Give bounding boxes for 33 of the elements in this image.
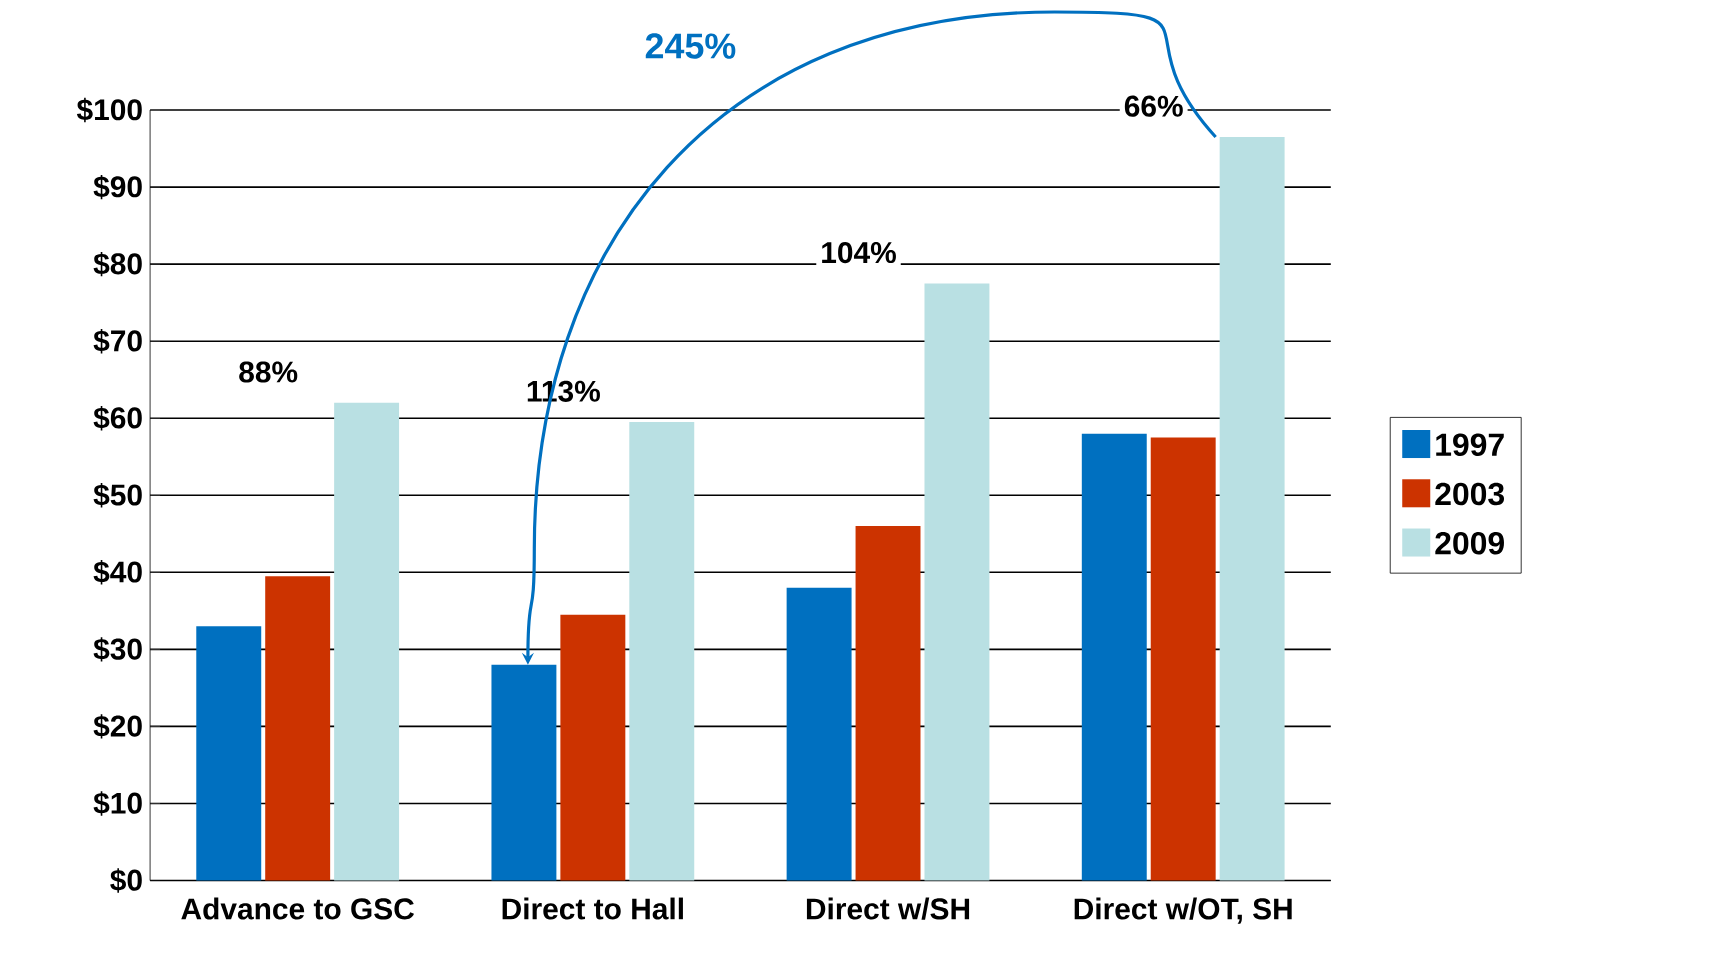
legend-label: 2003 — [1435, 482, 1505, 506]
bar — [855, 526, 921, 881]
y-tick-label: $60 — [93, 406, 142, 431]
bar — [924, 283, 990, 881]
bar — [1081, 433, 1147, 881]
y-tick-label: $90 — [93, 175, 142, 200]
y-tick-label: $30 — [93, 637, 142, 662]
x-tick-label: Direct w/SH — [806, 897, 970, 921]
bar — [334, 403, 400, 881]
annotation: 88% — [239, 361, 298, 383]
bar — [1219, 137, 1285, 881]
y-tick-label: $80 — [93, 252, 142, 277]
bar — [786, 587, 852, 881]
bar — [629, 422, 695, 881]
y-tick-label: $50 — [93, 483, 142, 508]
x-tick-label: Advance to GSC — [181, 897, 414, 920]
bar — [1150, 437, 1216, 881]
annotation: 104% — [822, 242, 896, 264]
legend-label: 1997 — [1436, 433, 1504, 457]
y-tick-label: $100 — [76, 98, 142, 123]
bar — [196, 626, 262, 881]
x-tick-label: Direct to Hall — [502, 897, 683, 920]
legend-label: 2009 — [1435, 532, 1504, 555]
y-tick-label: $10 — [93, 791, 142, 816]
text: 245% — [645, 33, 736, 59]
y-tick-label: $0 — [110, 868, 142, 893]
bar — [560, 614, 626, 881]
bar — [265, 576, 331, 881]
y-tick-label: $70 — [93, 329, 142, 354]
x-tick-label: Direct w/OT, SH — [1074, 897, 1292, 925]
y-tick-label: $40 — [93, 560, 142, 585]
y-tick-label: $20 — [93, 714, 142, 739]
annotation: 66% — [1124, 95, 1183, 117]
